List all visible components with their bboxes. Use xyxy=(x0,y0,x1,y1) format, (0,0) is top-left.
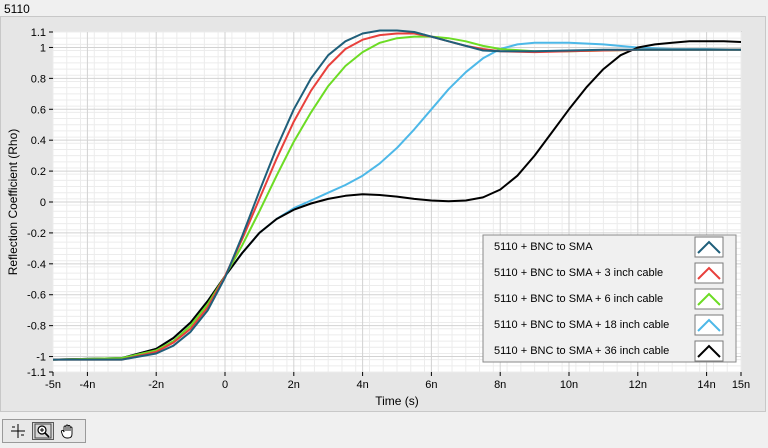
y-tick-label: -0.4 xyxy=(27,259,46,271)
crosshair-icon xyxy=(11,424,25,438)
graph-frame: -5n -4n -2n 0 2n 4n 6n 8n 10n 12n 14n 15n 1.1 1 0.8 0.… xyxy=(0,16,766,412)
chart[interactable]: -5n -4n -2n 0 2n 4n 6n 8n 10n 12n 14n 15n 1.1 1 0.8 0.… xyxy=(1,17,767,413)
graph-title: 5110 xyxy=(4,2,30,16)
legend-swatch-1[interactable] xyxy=(694,236,724,258)
x-tick-label: 15n xyxy=(732,379,750,391)
legend-label-5: 5110 + BNC to SMA + 36 inch cable xyxy=(494,345,669,357)
x-tick-label: 12n xyxy=(629,379,647,391)
x-tick-label: 10n xyxy=(560,379,578,391)
hand-icon xyxy=(60,424,73,439)
pan-tool-button[interactable] xyxy=(57,422,79,440)
x-tick-label: 6n xyxy=(425,379,437,391)
legend-swatch-line-3 xyxy=(697,292,721,306)
legend-swatch-3[interactable] xyxy=(694,288,724,310)
y-tick-label: 0.2 xyxy=(31,166,46,178)
legend-swatch-line-5 xyxy=(697,344,721,358)
y-tick-label: 0 xyxy=(40,197,46,209)
x-tick-label: 8n xyxy=(494,379,506,391)
graph-palette xyxy=(2,419,86,443)
x-tick-label: -2n xyxy=(148,379,164,391)
legend-swatch-2[interactable] xyxy=(694,262,724,284)
y-tick-label: 1.1 xyxy=(31,27,46,39)
y-tick-label: 0.4 xyxy=(31,135,46,147)
legend-swatch-5[interactable] xyxy=(694,340,724,362)
y-tick-label: -0.6 xyxy=(27,290,46,302)
legend-box xyxy=(482,234,737,363)
legend-swatch-4[interactable] xyxy=(694,314,724,336)
y-tick-label: 0.8 xyxy=(31,73,46,85)
legend: 5110 + BNC to SMA 5110 + BNC to SMA + 3 i… xyxy=(482,234,737,363)
y-tick-label: -0.2 xyxy=(27,228,46,240)
series-line-1 xyxy=(53,29,741,361)
legend-swatch-line-4 xyxy=(697,318,721,332)
x-tick-label: 14n xyxy=(697,379,715,391)
legend-swatch-line-2 xyxy=(697,266,721,280)
x-tick-label: 2n xyxy=(288,379,300,391)
x-tick-labels: -5n -4n -2n 0 2n 4n 6n 8n 10n 12n 14n 15n xyxy=(45,372,750,391)
x-tick-label: -5n xyxy=(45,379,61,391)
y-tick-label: -1 xyxy=(36,352,46,364)
y-axis-label: Reflection Coefficient (Rho) xyxy=(6,129,20,276)
y-tick-label: 0.6 xyxy=(31,104,46,116)
legend-label-2: 5110 + BNC to SMA + 3 inch cable xyxy=(494,267,663,279)
y-tick-label: -1.1 xyxy=(27,367,46,379)
series-layer xyxy=(52,29,742,361)
legend-swatch-line-1 xyxy=(697,240,721,254)
zoom-tool-button[interactable] xyxy=(32,422,54,440)
x-axis-label: Time (s) xyxy=(375,394,419,408)
legend-label-4: 5110 + BNC to SMA + 18 inch cable xyxy=(494,319,669,331)
legend-label-1: 5110 + BNC to SMA xyxy=(494,241,593,253)
y-tick-label: 1 xyxy=(40,42,46,54)
x-tick-label: 0 xyxy=(222,379,228,391)
x-tick-label: 4n xyxy=(356,379,368,391)
x-tick-label: -4n xyxy=(79,379,95,391)
zoom-icon xyxy=(34,423,52,439)
y-tick-labels: 1.1 1 0.8 0.6 0.4 0.2 0 -0.2 -0.4 -0.6 -0.8 -1 -1.1 xyxy=(27,27,53,379)
legend-label-3: 5110 + BNC to SMA + 6 inch cable xyxy=(494,293,663,305)
cursor-tool-button[interactable] xyxy=(7,422,29,440)
y-tick-label: -0.8 xyxy=(27,321,46,333)
